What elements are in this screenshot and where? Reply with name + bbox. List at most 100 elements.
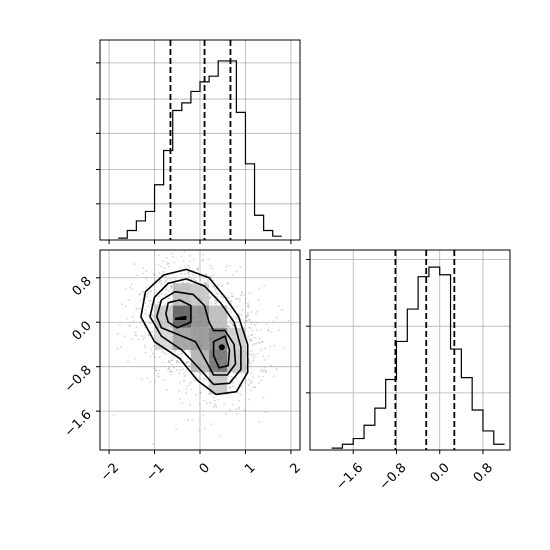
scatter-point <box>248 338 251 340</box>
scatter-point <box>229 307 231 310</box>
scatter-point <box>249 382 252 385</box>
scatter-point <box>209 297 211 299</box>
scatter-point <box>226 265 228 268</box>
scatter-point <box>221 285 224 287</box>
scatter-point <box>226 296 229 299</box>
scatter-point <box>251 344 254 346</box>
scatter-point <box>245 320 248 323</box>
scatter-point <box>253 343 256 345</box>
scatter-point <box>136 274 139 277</box>
scatter-point <box>256 352 259 355</box>
scatter-point <box>246 314 249 317</box>
scatter-point <box>237 392 240 395</box>
scatter-point <box>247 305 249 308</box>
scatter-point <box>154 274 156 277</box>
scatter-point <box>265 370 267 373</box>
scatter-point <box>249 365 252 368</box>
scatter-point <box>179 267 182 269</box>
scatter-point <box>227 325 230 328</box>
scatter-point <box>230 323 233 326</box>
scatter-point <box>210 276 213 278</box>
contour-line <box>212 335 231 369</box>
scatter-point <box>162 271 165 273</box>
scatter-point <box>135 334 138 337</box>
scatter-point <box>234 316 237 318</box>
scatter-point <box>199 392 202 394</box>
scatter-point <box>130 283 133 286</box>
scatter-point <box>205 372 208 375</box>
scatter-point <box>230 300 233 303</box>
scatter-point <box>232 403 234 406</box>
scatter-point <box>163 267 166 269</box>
scatter-point <box>248 340 251 343</box>
scatter-point <box>264 347 267 350</box>
scatter-point <box>235 412 238 415</box>
scatter-point <box>198 275 201 277</box>
scatter-point <box>239 294 242 297</box>
scatter-point <box>131 288 133 291</box>
scatter-point <box>246 302 249 305</box>
scatter-point <box>142 267 145 270</box>
scatter-point <box>164 275 167 278</box>
scatter-point <box>226 282 229 285</box>
scatter-point <box>238 406 241 409</box>
scatter-point <box>225 269 227 272</box>
scatter-point <box>120 346 122 348</box>
scatter-point <box>170 303 173 306</box>
scatter-point <box>213 399 216 402</box>
scatter-point <box>165 288 168 291</box>
scatter-point <box>183 372 185 375</box>
scatter-point <box>248 359 250 362</box>
scatter-point <box>155 369 158 372</box>
axes-frame <box>309 249 511 451</box>
contour-line <box>149 278 242 386</box>
scatter-point <box>199 378 202 380</box>
scatter-point <box>263 284 266 287</box>
scatter-point <box>170 287 173 290</box>
scatter-point <box>255 312 257 315</box>
scatter-point <box>187 272 190 275</box>
scatter-point <box>187 360 190 363</box>
scatter-point <box>240 372 243 374</box>
scatter-point <box>177 353 180 356</box>
scatter-point <box>205 273 207 275</box>
scatter-point <box>210 295 212 298</box>
contour-line <box>140 268 249 396</box>
scatter-point <box>178 361 180 364</box>
scatter-point <box>248 362 251 365</box>
scatter-point <box>251 320 254 323</box>
scatter-point <box>252 357 255 360</box>
scatter-point <box>143 344 146 347</box>
scatter-point <box>232 372 235 375</box>
scatter-point <box>215 300 217 303</box>
scatter-point <box>260 369 263 371</box>
scatter-point <box>187 364 190 367</box>
scatter-point <box>170 359 173 362</box>
scatter-point <box>196 267 199 270</box>
scatter-point <box>186 384 189 387</box>
scatter-point <box>227 325 230 328</box>
scatter-point <box>163 378 166 381</box>
scatter-point <box>232 324 235 327</box>
scatter-point <box>240 385 243 388</box>
scatter-point <box>149 290 151 293</box>
scatter-point <box>245 319 248 322</box>
scatter-point <box>236 320 238 323</box>
density-cell <box>190 305 210 328</box>
scatter-point <box>234 377 237 379</box>
scatter-point <box>250 339 253 342</box>
scatter-point <box>229 319 232 322</box>
scatter-point <box>253 336 256 339</box>
scatter-point <box>134 334 136 336</box>
scatter-point <box>229 264 231 267</box>
scatter-point <box>186 361 188 364</box>
scatter-point <box>259 329 262 332</box>
scatter-point <box>248 326 251 329</box>
density-peak-blob <box>175 315 187 320</box>
scatter-point <box>135 308 138 311</box>
scatter-point <box>161 350 164 353</box>
scatter-point <box>189 382 191 385</box>
scatter-point <box>183 250 186 253</box>
